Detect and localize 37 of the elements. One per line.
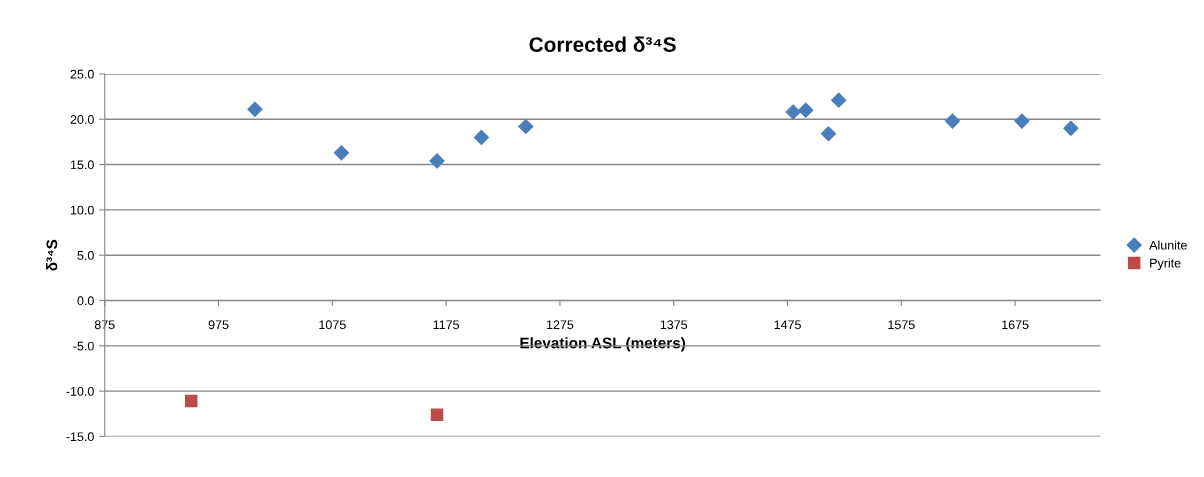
point <box>473 129 489 145</box>
x-tick-label: 875 <box>94 320 115 330</box>
y-tick-label: -10.0 <box>66 386 94 396</box>
point <box>831 92 847 108</box>
x-tick-label: 1675 <box>1002 320 1029 330</box>
x-tick-label: 1375 <box>660 320 688 330</box>
y-axis-title: δ³⁴S <box>46 239 58 271</box>
point <box>333 145 350 161</box>
point <box>1014 113 1030 129</box>
legend-label: Alunite <box>1149 240 1187 250</box>
x-tick-label: 1075 <box>319 320 346 330</box>
x-axis-title: Elevation ASL (meters) <box>520 337 686 352</box>
y-tick-label: -15.0 <box>66 432 94 442</box>
y-tick-label: 20.0 <box>70 115 94 124</box>
point <box>430 408 444 421</box>
point <box>785 104 801 120</box>
y-tick-label: 25.0 <box>70 69 94 79</box>
point <box>1063 120 1079 136</box>
point <box>518 118 534 135</box>
point <box>944 113 961 129</box>
point <box>184 394 198 408</box>
point <box>798 102 814 118</box>
point <box>247 101 263 117</box>
x-tick-label: 975 <box>208 320 229 330</box>
point <box>820 126 837 142</box>
chart-title: Corrected δ³⁴S <box>529 36 676 52</box>
y-tick-label: 5.0 <box>77 251 94 260</box>
x-tick-label: 1575 <box>888 320 915 330</box>
x-tick-label: 1175 <box>433 320 460 330</box>
y-tick-label: 10.0 <box>70 205 94 215</box>
point <box>429 153 445 169</box>
y-tick-label: 15.0 <box>70 160 94 170</box>
y-tick-label: 0.0 <box>77 296 94 306</box>
y-tick-label: -5.0 <box>73 341 94 351</box>
x-tick-label: 1475 <box>774 320 801 330</box>
x-tick-label: 1275 <box>546 320 574 330</box>
legend-label: Pyrite <box>1150 258 1181 270</box>
